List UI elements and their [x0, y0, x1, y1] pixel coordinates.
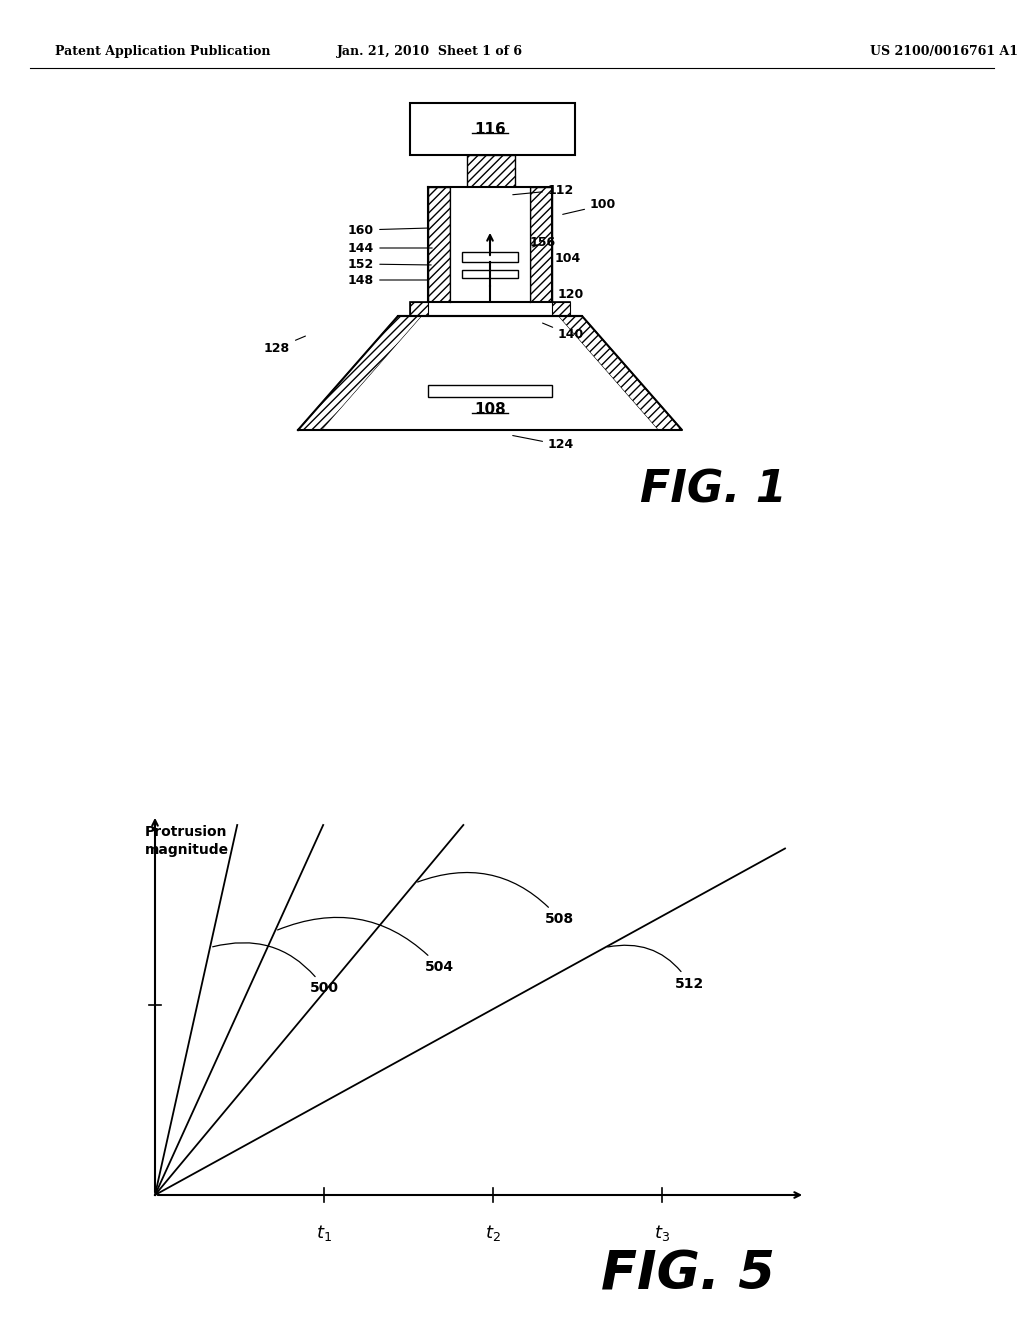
Bar — [450, 187, 530, 302]
Text: 108: 108 — [474, 403, 506, 417]
Text: 128: 128 — [264, 337, 305, 355]
Text: 112: 112 — [513, 183, 574, 197]
Polygon shape — [558, 315, 682, 430]
Polygon shape — [298, 315, 682, 430]
Text: $t_2$: $t_2$ — [485, 1224, 501, 1243]
Polygon shape — [322, 315, 658, 430]
Text: 140: 140 — [543, 323, 585, 342]
Text: 152: 152 — [348, 257, 431, 271]
Text: $t_3$: $t_3$ — [654, 1224, 670, 1243]
Text: 508: 508 — [418, 873, 574, 927]
Bar — [462, 271, 518, 279]
Text: 116: 116 — [474, 121, 506, 136]
Text: Protrusion
magnitude: Protrusion magnitude — [145, 825, 229, 858]
Bar — [467, 154, 515, 187]
Text: 148: 148 — [348, 273, 427, 286]
Text: 500: 500 — [213, 942, 339, 995]
Bar — [530, 187, 552, 302]
Text: 144: 144 — [348, 242, 432, 255]
Text: 120: 120 — [552, 289, 585, 302]
Polygon shape — [298, 315, 422, 430]
Bar — [552, 302, 570, 315]
Bar — [428, 187, 450, 302]
Text: US 2100/0016761 A1: US 2100/0016761 A1 — [870, 45, 1018, 58]
Text: FIG. 1: FIG. 1 — [640, 469, 786, 511]
Text: 100: 100 — [563, 198, 616, 214]
Bar — [410, 103, 575, 154]
Bar — [410, 302, 570, 315]
Text: Patent Application Publication: Patent Application Publication — [55, 45, 270, 58]
Text: 104: 104 — [552, 252, 582, 264]
Bar — [428, 385, 552, 397]
Text: $t_1$: $t_1$ — [316, 1224, 332, 1243]
Text: 512: 512 — [607, 945, 705, 990]
Text: FIG. 5: FIG. 5 — [601, 1249, 775, 1302]
Text: 124: 124 — [513, 436, 574, 451]
Text: 160: 160 — [348, 223, 427, 236]
Bar — [462, 252, 518, 261]
Text: 504: 504 — [278, 917, 454, 974]
Text: 156: 156 — [530, 236, 556, 249]
Text: Jan. 21, 2010  Sheet 1 of 6: Jan. 21, 2010 Sheet 1 of 6 — [337, 45, 523, 58]
Bar — [410, 302, 428, 315]
